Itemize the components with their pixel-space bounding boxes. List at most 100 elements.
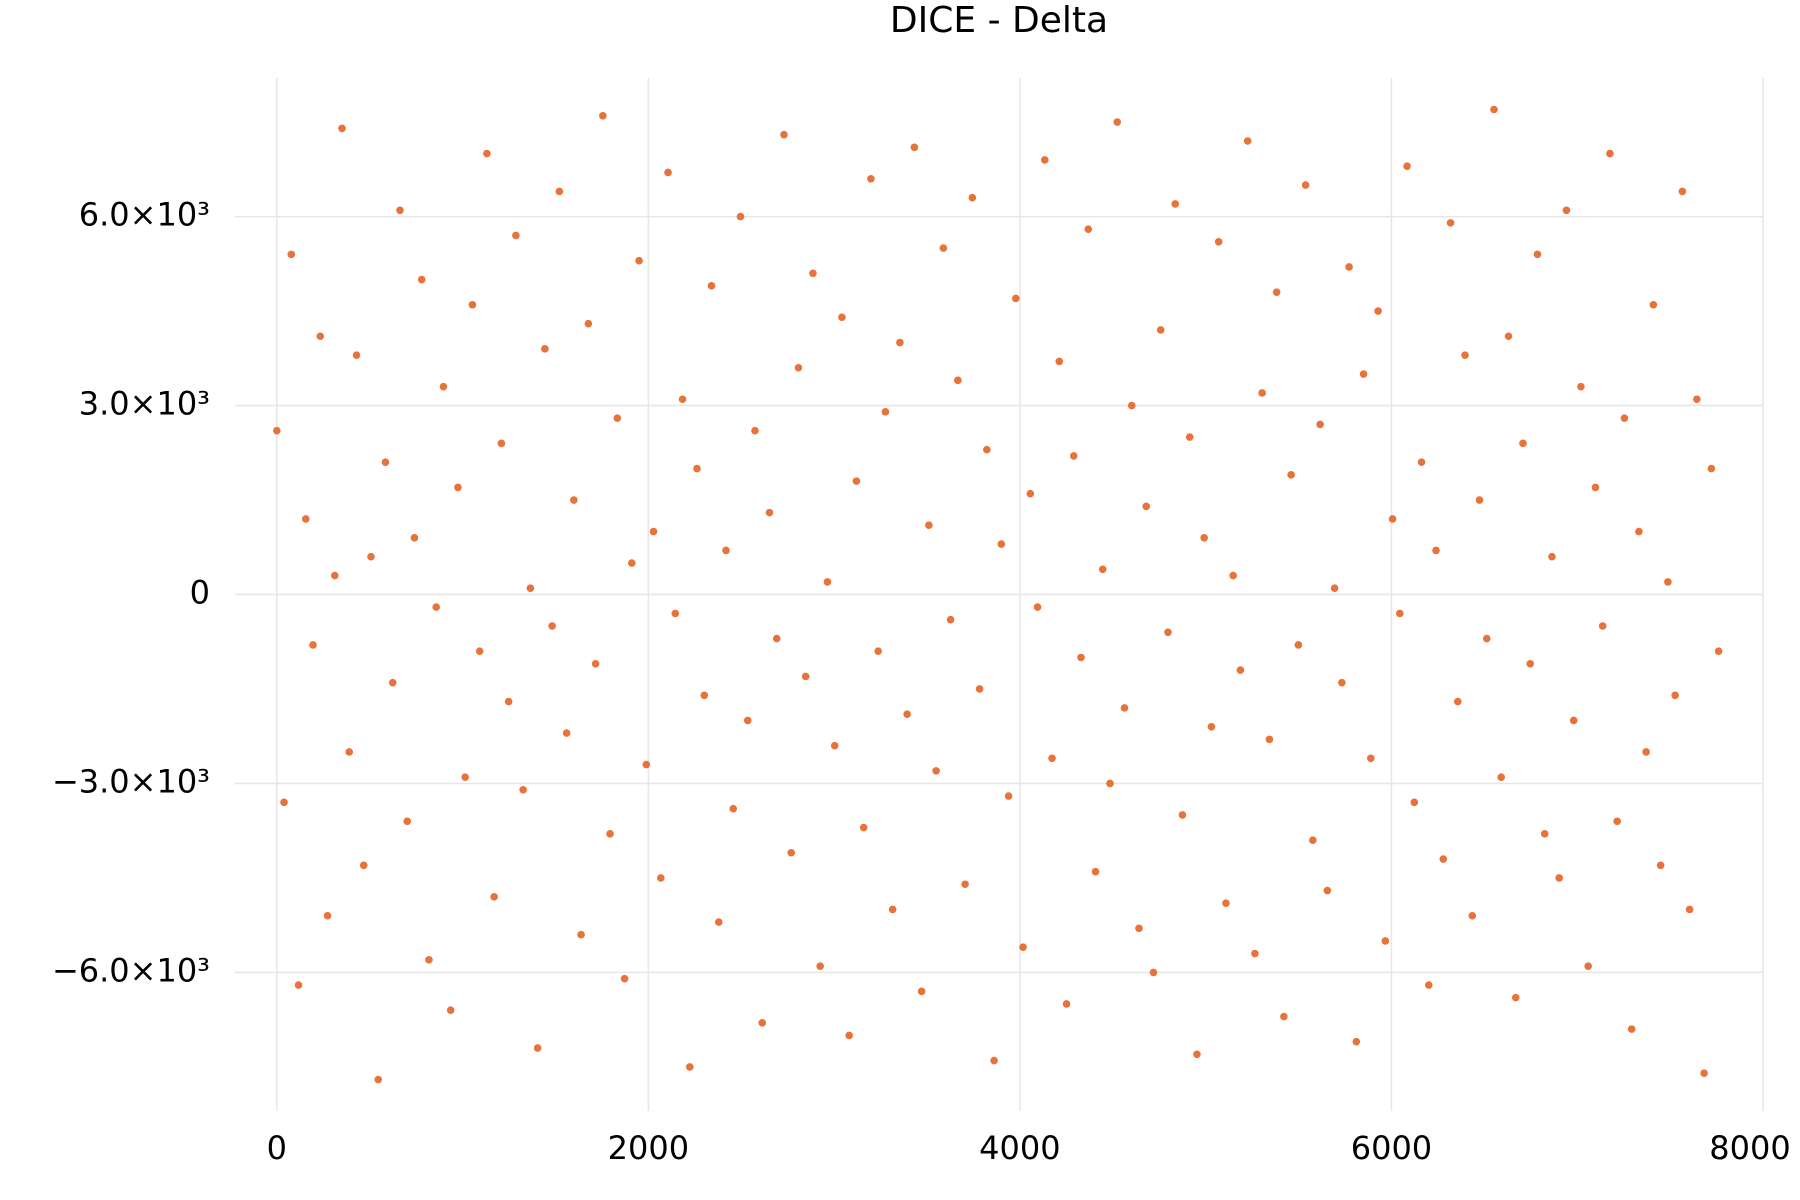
point <box>859 823 868 832</box>
point <box>903 710 911 718</box>
point <box>316 332 325 341</box>
point <box>1004 792 1013 800</box>
point <box>801 672 810 681</box>
point <box>1345 263 1353 271</box>
point <box>1685 905 1694 914</box>
point <box>1084 225 1093 233</box>
point <box>1338 678 1346 687</box>
point <box>656 874 665 882</box>
point <box>1642 748 1650 756</box>
point <box>548 622 556 630</box>
point <box>533 1044 542 1052</box>
point <box>1504 332 1513 341</box>
point <box>1185 433 1194 441</box>
y-tick-label: 6.0×10³ <box>79 196 210 234</box>
point <box>635 256 643 265</box>
point <box>403 817 412 826</box>
point <box>1359 370 1368 378</box>
point <box>910 143 919 152</box>
point <box>1446 219 1455 227</box>
point <box>1714 647 1723 655</box>
point <box>446 1006 455 1015</box>
point <box>1497 773 1506 781</box>
point <box>664 168 672 177</box>
point <box>1251 949 1259 958</box>
point <box>1635 527 1643 536</box>
point <box>526 584 535 593</box>
point <box>1417 458 1426 467</box>
point <box>483 149 491 158</box>
point <box>345 748 354 756</box>
point <box>461 773 469 781</box>
point <box>1127 401 1136 410</box>
point <box>1294 641 1303 649</box>
point <box>1019 943 1027 952</box>
point <box>925 521 933 530</box>
point <box>519 785 527 794</box>
point <box>1613 817 1621 826</box>
point <box>787 848 796 857</box>
point <box>454 483 462 492</box>
point <box>1280 1012 1288 1021</box>
point <box>1113 118 1122 126</box>
point <box>1453 697 1462 706</box>
chart-title: DICE - Delta <box>890 0 1108 41</box>
point <box>642 760 651 769</box>
x-tick-label: 4000 <box>979 1129 1060 1167</box>
point <box>432 603 440 611</box>
point <box>1236 666 1245 674</box>
point <box>468 300 477 309</box>
point <box>323 911 332 920</box>
point <box>1381 937 1390 945</box>
point <box>816 962 824 970</box>
point <box>1540 830 1549 838</box>
point <box>780 130 788 139</box>
point <box>1533 250 1542 259</box>
y-tick-label: −6.0×10³ <box>52 951 210 989</box>
x-tick-label: 0 <box>267 1129 287 1167</box>
point <box>1330 584 1339 593</box>
point <box>1367 754 1375 763</box>
x-tick-label: 6000 <box>1351 1129 1432 1167</box>
point <box>1519 439 1527 448</box>
point <box>1171 200 1180 208</box>
point <box>700 691 709 700</box>
point <box>881 408 890 416</box>
point <box>1569 716 1578 725</box>
point <box>599 111 607 120</box>
point <box>1033 603 1042 611</box>
point <box>1164 628 1172 637</box>
point <box>359 861 368 870</box>
point <box>765 508 774 517</box>
point <box>1309 836 1317 844</box>
point <box>352 351 361 359</box>
point <box>758 1019 767 1027</box>
point <box>388 678 397 687</box>
point <box>997 540 1006 548</box>
point <box>1012 294 1020 303</box>
point <box>961 880 969 889</box>
point <box>1707 464 1716 473</box>
point <box>1265 735 1274 744</box>
point <box>1077 653 1085 662</box>
point <box>874 647 882 655</box>
y-tick-label: −3.0×10³ <box>52 762 210 800</box>
point <box>983 445 991 454</box>
point <box>1106 779 1114 788</box>
x-tick-label: 8000 <box>1709 1129 1790 1167</box>
point <box>425 956 433 964</box>
point <box>932 767 940 775</box>
point <box>707 282 716 290</box>
point <box>1287 471 1295 479</box>
point <box>1207 722 1216 731</box>
point <box>845 1031 853 1040</box>
point <box>504 697 513 706</box>
point <box>1229 571 1237 580</box>
point <box>1490 105 1498 114</box>
point <box>1055 357 1064 366</box>
point <box>1606 149 1614 158</box>
point <box>1026 489 1035 498</box>
point <box>1627 1025 1636 1033</box>
point <box>490 893 498 901</box>
point <box>867 174 875 183</box>
